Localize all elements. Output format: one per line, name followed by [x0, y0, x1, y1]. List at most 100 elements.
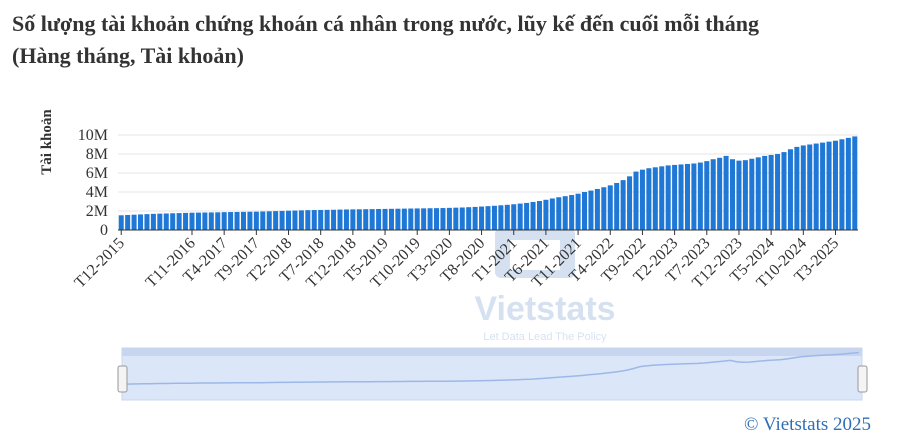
bar-T10-2020[interactable]: [491, 205, 497, 230]
bar-T9-2022[interactable]: [639, 169, 645, 230]
bar-T5-2024[interactable]: [768, 154, 774, 230]
bar-T12-2023[interactable]: [736, 160, 742, 230]
bar-T11-2017[interactable]: [266, 211, 272, 230]
bar-T9-2017[interactable]: [253, 211, 259, 230]
bar-T1-2017[interactable]: [202, 212, 208, 230]
bar-T8-2018[interactable]: [324, 209, 330, 230]
bar-T5-2025[interactable]: [845, 137, 851, 230]
bar-T4-2019[interactable]: [376, 209, 382, 230]
bar-T1-2025[interactable]: [820, 142, 826, 230]
bar-T3-2017[interactable]: [215, 212, 221, 230]
bar-T7-2022[interactable]: [627, 176, 633, 230]
bar-T7-2020[interactable]: [472, 206, 478, 230]
bar-T9-2019[interactable]: [408, 208, 414, 230]
bar-T3-2020[interactable]: [446, 207, 452, 230]
bar-T2-2016[interactable]: [131, 214, 137, 230]
bar-T9-2020[interactable]: [485, 206, 491, 230]
bar-T3-2016[interactable]: [138, 214, 144, 230]
bar-T1-2016[interactable]: [125, 214, 131, 230]
bar-T9-2021[interactable]: [562, 196, 568, 230]
bar-T2-2024[interactable]: [749, 158, 755, 230]
bar-T1-2019[interactable]: [356, 209, 362, 230]
bar-T8-2024[interactable]: [787, 149, 793, 230]
bar-T3-2018[interactable]: [292, 210, 298, 230]
navigator-left-handle[interactable]: [117, 365, 128, 393]
bar-T12-2024[interactable]: [813, 143, 819, 230]
bar-T7-2021[interactable]: [549, 198, 555, 230]
bar-T1-2020[interactable]: [434, 208, 440, 230]
bar-T4-2018[interactable]: [298, 210, 304, 230]
bar-T5-2017[interactable]: [228, 212, 234, 230]
bar-T7-2023[interactable]: [704, 161, 710, 230]
bar-T10-2022[interactable]: [646, 168, 652, 230]
bar-T4-2017[interactable]: [221, 212, 227, 230]
bar-T8-2017[interactable]: [247, 211, 253, 230]
bar-T7-2016[interactable]: [163, 213, 169, 230]
bar-T5-2023[interactable]: [691, 163, 697, 231]
bar-T4-2020[interactable]: [453, 207, 459, 230]
bar-T3-2021[interactable]: [524, 202, 530, 230]
bar-T11-2022[interactable]: [652, 167, 658, 230]
bar-T6-2022[interactable]: [620, 180, 626, 230]
bar-T2-2017[interactable]: [208, 212, 214, 230]
navigator-right-handle[interactable]: [857, 365, 868, 393]
bar-T6-2017[interactable]: [234, 211, 240, 230]
bar-T4-2025[interactable]: [839, 139, 845, 230]
bar-T4-2024[interactable]: [762, 155, 768, 230]
bar-T4-2022[interactable]: [607, 185, 613, 230]
bar-T12-2020[interactable]: [504, 204, 510, 230]
bar-T10-2017[interactable]: [260, 211, 266, 230]
bar-T7-2017[interactable]: [240, 211, 246, 230]
bar-T8-2022[interactable]: [633, 171, 639, 230]
bar-T3-2023[interactable]: [678, 164, 684, 230]
bar-T4-2021[interactable]: [530, 201, 536, 230]
bar-T11-2018[interactable]: [343, 209, 349, 230]
bar-T2-2019[interactable]: [363, 209, 369, 230]
bar-T12-2018[interactable]: [350, 209, 356, 230]
bar-T7-2019[interactable]: [395, 208, 401, 230]
bar-T5-2016[interactable]: [150, 213, 156, 230]
bar-T6-2020[interactable]: [466, 207, 472, 230]
bar-T9-2016[interactable]: [176, 213, 182, 230]
bar-T2-2018[interactable]: [286, 210, 292, 230]
bar-T5-2018[interactable]: [305, 210, 311, 230]
bar-T2-2023[interactable]: [672, 164, 678, 230]
bar-T12-2021[interactable]: [582, 192, 588, 230]
bar-T7-2024[interactable]: [781, 152, 787, 230]
bar-T5-2019[interactable]: [382, 208, 388, 230]
navigator-window[interactable]: [121, 347, 863, 401]
bar-T12-2015[interactable]: [118, 215, 124, 230]
bar-T1-2023[interactable]: [665, 165, 671, 230]
bar-T3-2019[interactable]: [369, 209, 375, 230]
bar-T8-2019[interactable]: [401, 208, 407, 230]
bar-T10-2021[interactable]: [569, 195, 575, 230]
bar-T9-2018[interactable]: [331, 209, 337, 230]
bar-T9-2024[interactable]: [794, 146, 800, 230]
bar-T8-2020[interactable]: [479, 206, 485, 230]
bar-T11-2023[interactable]: [730, 159, 736, 230]
bar-T7-2018[interactable]: [318, 209, 324, 230]
bar-T1-2024[interactable]: [742, 160, 748, 230]
bar-T3-2022[interactable]: [601, 187, 607, 230]
bar-T11-2019[interactable]: [421, 208, 427, 230]
bar-T11-2020[interactable]: [498, 205, 504, 230]
bar-T2-2020[interactable]: [440, 208, 446, 230]
bar-T3-2024[interactable]: [755, 157, 761, 230]
bar-T8-2023[interactable]: [710, 159, 716, 230]
bar-T8-2021[interactable]: [556, 197, 562, 230]
bar-T6-2018[interactable]: [311, 210, 317, 230]
bar-T6-2016[interactable]: [157, 213, 163, 230]
bar-T11-2016[interactable]: [189, 212, 195, 230]
bar-T1-2018[interactable]: [279, 210, 285, 230]
bar-T5-2022[interactable]: [614, 182, 620, 230]
bar-T12-2016[interactable]: [195, 212, 201, 230]
bar-T3-2025[interactable]: [832, 140, 838, 230]
bar-T10-2019[interactable]: [414, 208, 420, 230]
bar-T6-2025[interactable]: [852, 136, 858, 230]
bar-T6-2021[interactable]: [543, 199, 549, 230]
bar-T5-2021[interactable]: [536, 201, 542, 230]
bar-T4-2016[interactable]: [144, 214, 150, 230]
bar-T11-2024[interactable]: [807, 144, 813, 231]
bar-T12-2019[interactable]: [427, 208, 433, 230]
bar-T9-2023[interactable]: [717, 157, 723, 230]
